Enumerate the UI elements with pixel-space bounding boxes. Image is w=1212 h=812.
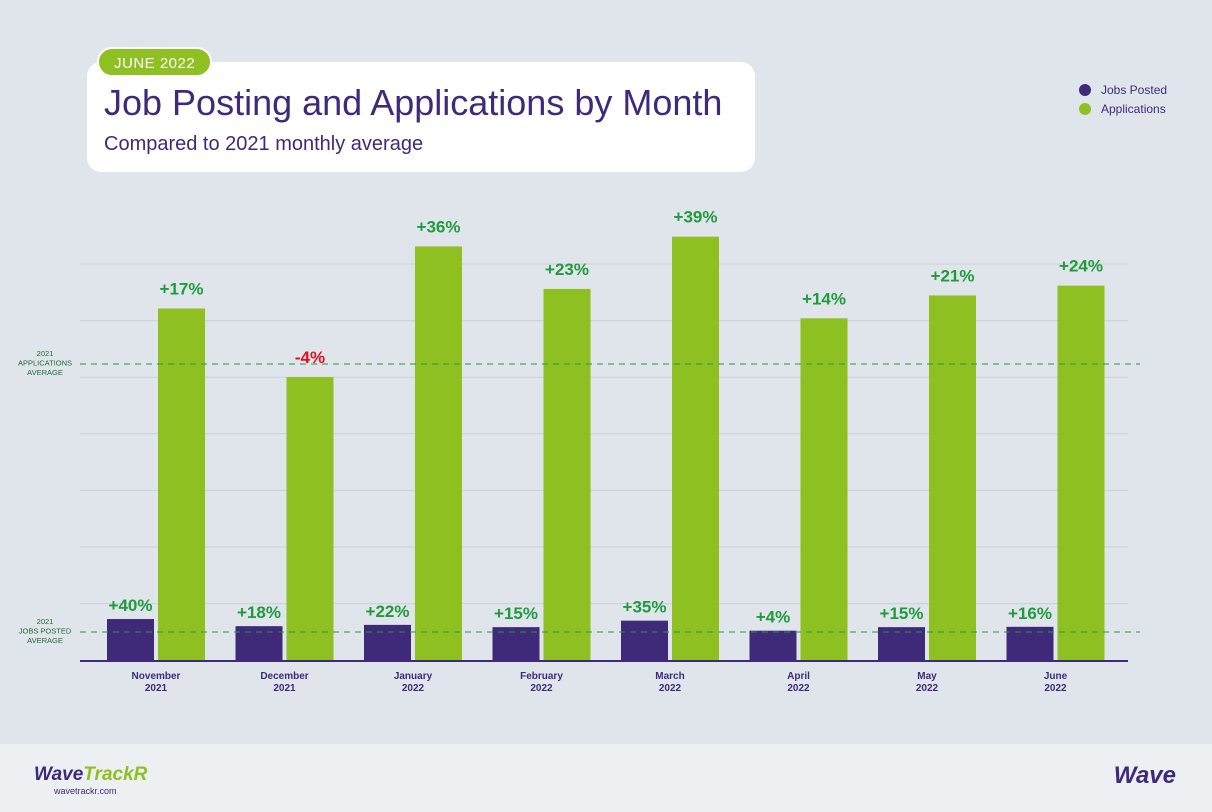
legend-swatch-jobs-posted — [1079, 83, 1091, 96]
bar-jobs-posted — [621, 620, 668, 660]
data-label-jobs-posted: +35% — [623, 598, 667, 617]
jobs-posted-average-label: JOBS POSTED — [19, 627, 72, 636]
legend-item-jobs-posted: Jobs Posted — [1079, 80, 1167, 99]
chart-subtitle: Compared to 2021 monthly average — [104, 133, 424, 155]
bar-applications — [800, 318, 848, 660]
chart-title: Job Posting and Applications by Month — [104, 82, 723, 123]
x-tick-label: 2022 — [916, 683, 939, 694]
wavetrackr-logo: WaveTrackR — [34, 764, 148, 785]
footer: WaveTrackR wavetrackr.com Wave — [0, 744, 1212, 812]
date-badge: JUNE 2022 — [97, 47, 213, 77]
legend-label-jobs-posted: Jobs Posted — [1101, 82, 1168, 97]
x-tick-label: 2022 — [1044, 683, 1067, 694]
x-tick-label: March — [655, 671, 684, 682]
data-label-applications: -4% — [295, 348, 325, 367]
data-label-applications: +39% — [674, 208, 718, 227]
data-label-jobs-posted: +40% — [109, 596, 153, 615]
data-label-applications: +17% — [160, 279, 204, 298]
bar-jobs-posted — [107, 619, 154, 660]
bar-applications — [415, 246, 462, 660]
bar-jobs-posted — [364, 624, 411, 660]
wavetrackr-url: wavetrackr.com — [54, 786, 117, 796]
bar-jobs-posted — [878, 627, 925, 660]
data-label-jobs-posted: +16% — [1008, 604, 1052, 623]
x-tick-label: February — [520, 671, 563, 682]
bar-chart: +40%+17%November2021+18%-4%December2021+… — [18, 208, 1140, 694]
data-label-jobs-posted: +22% — [366, 602, 410, 621]
wave-logo: Wave — [1113, 762, 1176, 789]
x-tick-label: May — [917, 671, 937, 682]
jobs-posted-average-label: 2021 — [37, 617, 54, 626]
data-label-applications: +21% — [931, 266, 975, 285]
x-tick-label: 2022 — [530, 683, 553, 694]
data-label-applications: +23% — [545, 260, 589, 279]
legend-label-applications: Applications — [1101, 101, 1166, 116]
data-label-jobs-posted: +15% — [494, 604, 538, 623]
legend-swatch-applications — [1079, 102, 1091, 115]
x-tick-label: 2022 — [402, 683, 425, 694]
x-tick-label: 2021 — [145, 683, 168, 694]
x-tick-label: June — [1044, 671, 1068, 682]
data-label-jobs-posted: +18% — [237, 603, 281, 622]
bar-jobs-posted — [749, 630, 797, 660]
bar-jobs-posted — [235, 626, 283, 660]
bar-applications — [1057, 285, 1105, 660]
x-tick-label: 2022 — [659, 683, 682, 694]
legend: Jobs Posted Applications — [1079, 80, 1167, 118]
bar-applications — [286, 377, 334, 660]
applications-average-label: 2021 — [37, 349, 54, 358]
x-tick-label: 2022 — [787, 683, 810, 694]
bar-applications — [158, 308, 205, 660]
x-tick-label: 2021 — [273, 683, 296, 694]
bar-applications — [543, 288, 591, 660]
data-label-applications: +24% — [1059, 257, 1103, 276]
x-tick-label: November — [132, 671, 181, 682]
x-tick-label: January — [394, 671, 433, 682]
jobs-posted-average-label: AVERAGE — [27, 636, 63, 645]
applications-average-label: APPLICATIONS — [18, 359, 72, 368]
data-label-applications: +36% — [417, 217, 461, 236]
bar-applications — [672, 236, 719, 661]
data-label-jobs-posted: +15% — [880, 604, 924, 623]
bar-jobs-posted — [492, 627, 540, 660]
x-tick-label: April — [787, 671, 810, 682]
applications-average-label: AVERAGE — [27, 368, 63, 377]
bar-applications — [929, 295, 976, 660]
x-tick-label: December — [260, 671, 308, 682]
legend-item-applications: Applications — [1079, 99, 1167, 118]
data-label-applications: +14% — [802, 289, 846, 308]
data-label-jobs-posted: +4% — [756, 608, 791, 627]
title-card — [87, 62, 755, 172]
